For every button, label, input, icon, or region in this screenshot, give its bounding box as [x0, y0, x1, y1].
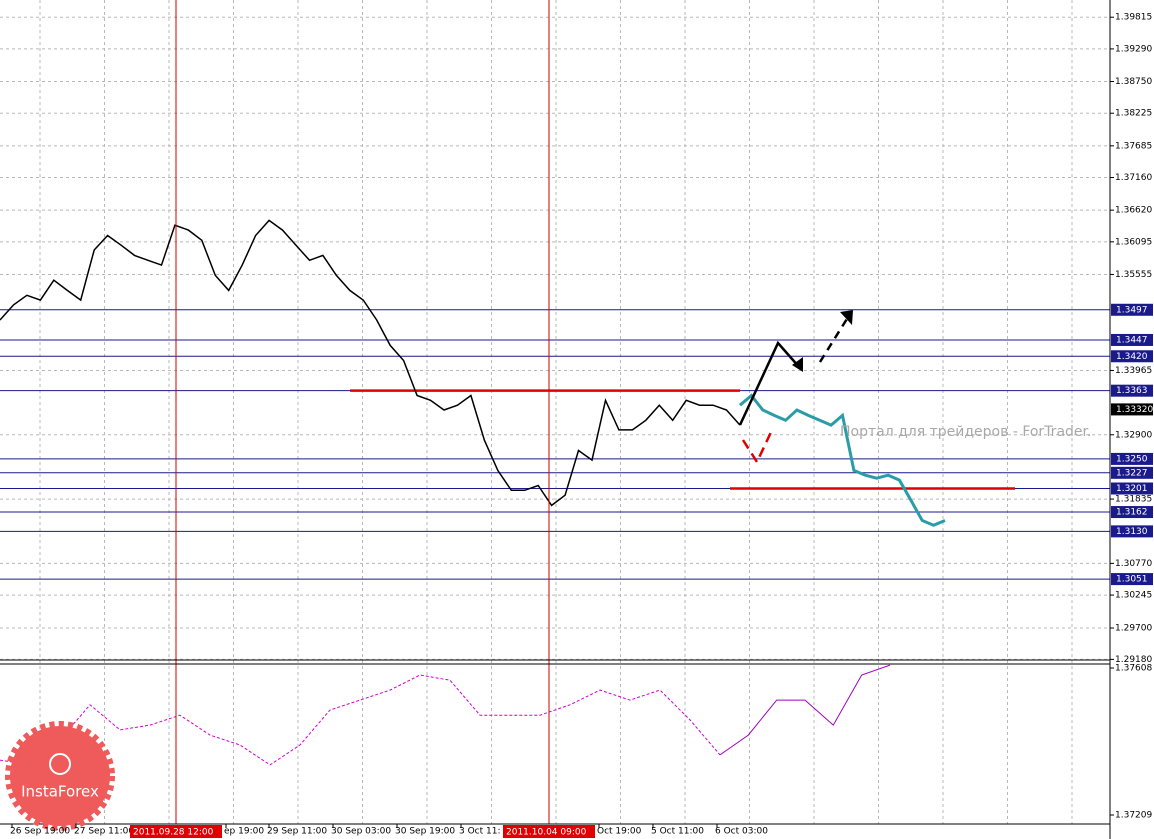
marker-box	[503, 825, 595, 838]
x-tick-label: 6 Oct 03:00	[715, 827, 768, 837]
forecast-arrow	[738, 340, 801, 426]
level-label-box	[1111, 573, 1153, 586]
current-price-label: 1.33320	[1116, 405, 1153, 415]
arrow-head	[840, 310, 853, 325]
level-label: 1.3250	[1116, 454, 1148, 464]
annotations	[738, 310, 853, 465]
y-tick-label: 1.39815	[1115, 13, 1152, 23]
y-tick-label: 1.38225	[1115, 109, 1152, 119]
y-tick-label: 1.30245	[1115, 591, 1152, 601]
grid	[0, 0, 1110, 824]
level-label: 1.3227	[1116, 468, 1148, 478]
watermark: Портал для трейдеров - ForTrader.	[840, 424, 1091, 440]
marker-box	[130, 825, 222, 838]
y-tick-label: 1.37608	[1115, 664, 1152, 674]
level-label-box	[1111, 525, 1153, 538]
y-tick-label: 1.30770	[1115, 559, 1152, 569]
x-tick-label: 5 Oct 11:00	[651, 827, 704, 837]
logo-icon	[49, 753, 71, 775]
logo: InstaForex	[5, 721, 115, 831]
logo-badge	[5, 721, 115, 831]
y-tick-label: 1.36095	[1115, 237, 1152, 247]
level-label: 1.3130	[1116, 527, 1148, 537]
y-tick-label: 1.36620	[1115, 206, 1152, 216]
marker-label: 2011.09.28 12:00	[133, 828, 214, 838]
level-label-box	[1111, 350, 1153, 363]
level-label-box	[1111, 452, 1153, 465]
forecast-arrow-dashed	[818, 313, 852, 363]
marks	[0, 0, 1110, 824]
y-tick-label: 1.37209	[1115, 811, 1152, 821]
y-tick-label: 1.29180	[1115, 655, 1152, 665]
level-label: 1.3051	[1116, 575, 1148, 585]
y-tick-label: 1.33965	[1115, 366, 1152, 376]
y-tick-label: 1.32900	[1115, 430, 1152, 440]
level-label-box	[1111, 482, 1153, 495]
y-tick-label: 1.39290	[1115, 44, 1152, 54]
x-tick-label: 26 Sep 19:00	[10, 827, 70, 837]
logo-text: InstaForex	[21, 783, 99, 801]
x-tick-label: ep 19:00	[224, 827, 264, 837]
x-tick-label: 29 Sep 11:00	[267, 827, 327, 837]
x-tick-label: 3 Oct 11:	[459, 827, 501, 837]
price-line	[0, 219, 741, 507]
labels: 1.39815 1.39290 1.38750 1.38225 1.37685 1.371…	[10, 13, 1153, 838]
level-label: 1.3363	[1116, 386, 1148, 396]
level-label: 1.3162	[1116, 508, 1148, 518]
marker-label: 2011.10.04 09:00	[506, 828, 587, 838]
y-tick-label: 1.29700	[1115, 623, 1152, 633]
level-label: 1.3201	[1116, 484, 1148, 494]
y-tick-label: 1.31835	[1115, 495, 1152, 505]
x-tick-label: 27 Sep 11:00	[74, 827, 134, 837]
arrow-head	[792, 357, 803, 372]
level-label-box	[1111, 466, 1153, 479]
x-tick-label: 30 Sep 03:00	[331, 827, 391, 837]
level-label: 1.3420	[1116, 352, 1148, 362]
price-line	[739, 393, 946, 527]
level-label-box	[1111, 384, 1153, 397]
y-tick-label: 1.37685	[1115, 141, 1152, 151]
level-label: 1.3497	[1116, 305, 1148, 315]
red-arrow	[741, 429, 774, 465]
price-line	[0, 674, 721, 766]
price-line	[719, 664, 891, 756]
level-label-box	[1111, 303, 1153, 316]
x-tick-label: 30 Sep 19:00	[395, 827, 455, 837]
y-tick-label: 1.37160	[1115, 173, 1152, 183]
level-label-box	[1111, 506, 1153, 519]
y-tick-label: 1.35555	[1115, 270, 1152, 280]
level-label: 1.3447	[1116, 335, 1148, 345]
y-tick-label: 1.38750	[1115, 77, 1152, 87]
x-tick-label: Oct 19:00	[597, 827, 642, 837]
level-label-box	[1111, 333, 1153, 346]
current-price-box	[1111, 403, 1153, 416]
